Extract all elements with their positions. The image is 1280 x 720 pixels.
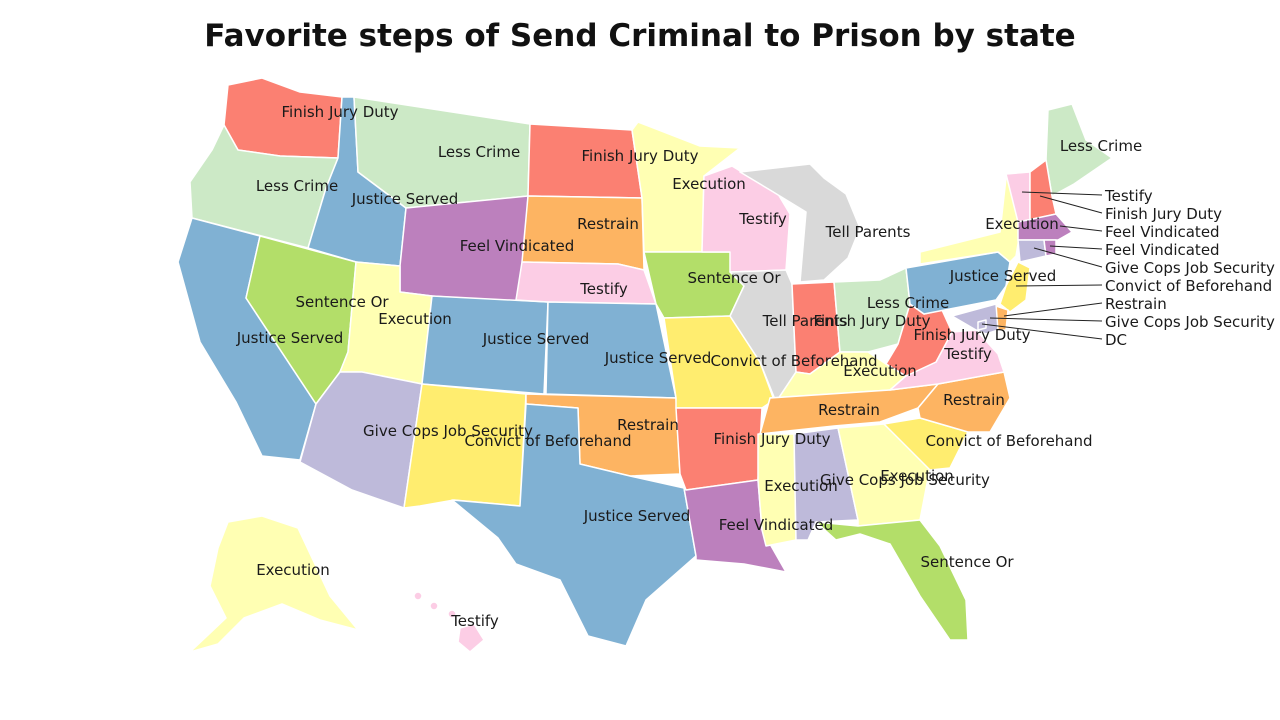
leader-CT <box>1033 247 1103 268</box>
state-DC[interactable] <box>977 319 987 331</box>
label-PA: Justice Served <box>949 267 1057 285</box>
callout-labels: Testify Finish Jury Duty Feel Vindicated… <box>1104 187 1275 349</box>
callout-NJ: Convict of Beforehand <box>1105 277 1272 295</box>
leader-NH <box>1039 195 1103 214</box>
label-ME: Less Crime <box>1060 137 1142 155</box>
label-NY: Execution <box>985 215 1059 233</box>
state-SC[interactable] <box>883 417 969 471</box>
state-AR[interactable] <box>675 407 763 491</box>
label-IA: Sentence Or <box>687 269 781 287</box>
label-OR: Less Crime <box>256 177 338 195</box>
label-NC: Restrain <box>943 391 1005 409</box>
label-FL: Sentence Or <box>920 553 1014 571</box>
label-NM: Convict of Beforehand <box>464 432 631 450</box>
state-NJ[interactable] <box>999 261 1031 313</box>
callout-NH: Finish Jury Duty <box>1105 205 1222 223</box>
label-KS: Justice Served <box>604 349 712 367</box>
leader-DC <box>981 323 1103 340</box>
state-SD[interactable] <box>521 195 645 271</box>
state-HI-island-2 <box>429 601 439 611</box>
callout-CT: Give Cops Job Security <box>1105 259 1275 277</box>
label-MN: Execution <box>672 175 746 193</box>
state-AZ[interactable] <box>299 371 423 509</box>
state-HI-island-1 <box>413 591 423 601</box>
label-MT: Less Crime <box>438 143 520 161</box>
leader-RI <box>1049 245 1103 250</box>
leader-MD <box>989 317 1103 322</box>
callout-MD: Give Cops Job Security <box>1105 313 1275 331</box>
label-TN: Restrain <box>818 401 880 419</box>
state-labels-layer: Finish Jury Duty Less Crime Justice Serv… <box>236 103 1142 630</box>
state-TX[interactable] <box>451 403 697 647</box>
label-SD: Restrain <box>577 215 639 233</box>
label-WA: Finish Jury Duty <box>281 103 398 121</box>
label-VA: Testify <box>943 345 992 363</box>
label-UT: Execution <box>378 310 452 328</box>
label-NV: Sentence Or <box>295 293 389 311</box>
leader-MA <box>1059 225 1103 232</box>
state-CT[interactable] <box>1017 239 1047 263</box>
leader-NJ <box>1015 284 1103 287</box>
state-MI[interactable] <box>739 163 861 283</box>
callout-VT: Testify <box>1104 187 1153 205</box>
state-HI[interactable] <box>457 623 485 653</box>
label-MS: Execution <box>764 477 838 495</box>
state-NH[interactable] <box>1029 159 1057 221</box>
state-AK[interactable] <box>189 515 359 653</box>
callout-DC: DC <box>1105 331 1127 349</box>
label-KY: Execution <box>843 362 917 380</box>
label-WY: Feel Vindicated <box>460 237 575 255</box>
leader-VT <box>1021 191 1103 196</box>
state-HI-island-3 <box>447 609 457 619</box>
label-GA: Execution <box>880 467 954 485</box>
label-CA: Justice Served <box>236 329 344 347</box>
label-AL: Give Cops Job Security <box>820 471 990 489</box>
label-MI: Tell Parents <box>825 223 911 241</box>
label-NE: Testify <box>579 280 628 298</box>
callout-DE: Restrain <box>1105 295 1167 313</box>
label-OK: Restrain <box>617 416 679 434</box>
label-ID: Justice Served <box>351 190 459 208</box>
label-WI: Testify <box>738 210 787 228</box>
leader-DE <box>1003 302 1103 317</box>
label-ND: Finish Jury Duty <box>581 147 698 165</box>
states-layer <box>177 77 1113 653</box>
state-MA[interactable] <box>1017 213 1073 241</box>
label-AZ: Give Cops Job Security <box>363 422 533 440</box>
label-SC: Convict of Beforehand <box>925 432 1092 450</box>
callout-MA: Feel Vindicated <box>1105 223 1220 241</box>
label-CO: Justice Served <box>482 330 590 348</box>
label-TX: Justice Served <box>583 507 691 525</box>
label-WV: Finish Jury Duty <box>913 326 1030 344</box>
callout-RI: Feel Vindicated <box>1105 241 1220 259</box>
label-IN: Finish Jury Duty <box>813 312 930 330</box>
label-AR: Finish Jury Duty <box>713 430 830 448</box>
label-HI: Testify <box>450 612 499 630</box>
map-title: Favorite steps of Send Criminal to Priso… <box>204 18 1076 54</box>
label-OH: Less Crime <box>867 294 949 312</box>
label-AK: Execution <box>256 561 330 579</box>
state-FL[interactable] <box>815 519 969 641</box>
callout-leaders <box>981 191 1103 340</box>
label-LA: Feel Vindicated <box>719 516 834 534</box>
label-MO: Convict of Beforehand <box>710 352 877 370</box>
label-IL: Tell Parents <box>762 312 848 330</box>
